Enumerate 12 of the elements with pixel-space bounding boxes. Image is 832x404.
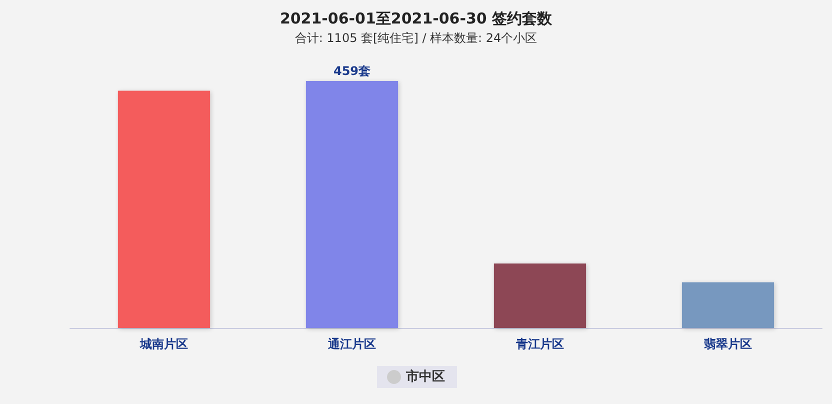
bar	[306, 81, 398, 328]
text: 市中区	[405, 368, 445, 384]
chart-title: 2021-06-01至2021-06-30 签约套数	[280, 10, 554, 28]
data-label: 459套	[333, 64, 371, 78]
x-tick-label: 城南片区	[139, 337, 188, 351]
x-tick-label: 翡翠片区	[703, 337, 752, 351]
bar	[118, 90, 210, 328]
bar	[682, 282, 774, 328]
x-tick-label: 青江片区	[515, 337, 564, 351]
chart-subtitle: 合计: 1105 套[纯住宅] / 样本数量: 24个小区	[294, 31, 538, 45]
bar	[494, 263, 586, 328]
x-tick-label: 通江片区	[327, 337, 376, 351]
